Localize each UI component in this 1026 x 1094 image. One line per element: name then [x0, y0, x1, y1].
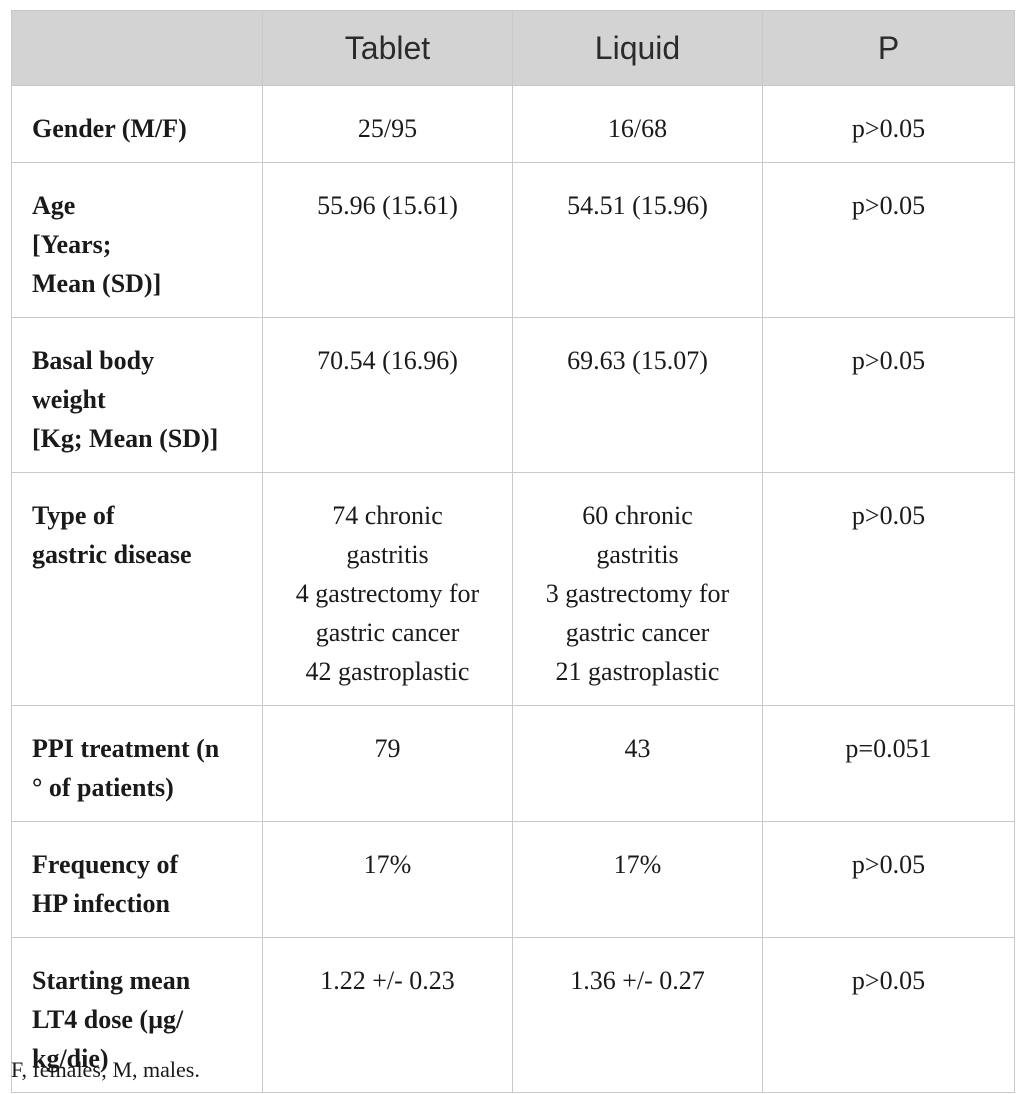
cell-line: PPI treatment (n: [32, 734, 220, 763]
cell-line: p>0.05: [851, 850, 926, 879]
liquid-value: 16/68: [512, 85, 763, 163]
cell-line: Starting mean: [32, 966, 191, 995]
cell-line: 54.51 (15.96): [567, 191, 708, 220]
cell-line: 42 gastroplastic: [305, 657, 470, 686]
table-row: PPI treatment (n ° of patients) 79 43 p=0…: [11, 705, 1015, 822]
cell-line: p>0.05: [851, 966, 926, 995]
cell-line: 79: [374, 734, 401, 763]
tablet-value: 74 chronic gastritis 4 gastrectomy for gast…: [262, 472, 513, 706]
cell-line: Type of: [32, 501, 115, 530]
cell-line: ° of patients): [32, 773, 174, 802]
cell-line: p>0.05: [851, 114, 926, 143]
liquid-value: 17%: [512, 821, 763, 938]
baseline-characteristics-table: Tablet Liquid P Gender (M/F) 25/95 16/68…: [11, 10, 1015, 1093]
table-row: Type of gastric disease 74 chronic gastrit…: [11, 472, 1015, 706]
cell-line: 74 chronic: [332, 501, 443, 530]
cell-line: 1.22 +/- 0.23: [320, 966, 455, 995]
cell-line: 55.96 (15.61): [317, 191, 458, 220]
cell-line: [Years;: [32, 230, 112, 259]
cell-line: 3 gastrectomy for: [545, 579, 730, 608]
liquid-value: 60 chronic gastritis 3 gastrectomy for gast…: [512, 472, 763, 706]
cell-line: LT4 dose (µg/: [32, 1005, 184, 1034]
row-label: Frequency of HP infection: [11, 821, 263, 938]
liquid-value: 43: [512, 705, 763, 822]
header-tablet: Tablet: [262, 10, 513, 86]
cell-line: [Kg; Mean (SD)]: [32, 424, 219, 453]
p-value: p>0.05: [762, 937, 1015, 1093]
row-label: Basal body weight [Kg; Mean (SD)]: [11, 317, 263, 473]
liquid-value: 1.36 +/- 0.27: [512, 937, 763, 1093]
row-label: Age [Years; Mean (SD)]: [11, 162, 263, 318]
row-label: PPI treatment (n ° of patients): [11, 705, 263, 822]
cell-line: Mean (SD)]: [32, 269, 162, 298]
header-p: P: [762, 10, 1015, 86]
cell-line: p>0.05: [851, 191, 926, 220]
table-row: Frequency of HP infection 17% 17% p>0.05: [11, 821, 1015, 938]
cell-line: Frequency of: [32, 850, 179, 879]
table-row: Age [Years; Mean (SD)] 55.96 (15.61) 54.51…: [11, 162, 1015, 318]
row-label: Starting mean LT4 dose (µg/kg/die): [11, 937, 263, 1093]
cell-line: 70.54 (16.96): [317, 346, 458, 375]
p-value: p>0.05: [762, 317, 1015, 473]
cell-line: 16/68: [607, 114, 668, 143]
cell-line: 69.63 (15.07): [567, 346, 708, 375]
cell-line: 17%: [613, 850, 662, 879]
cell-line: Gender (M/F): [32, 114, 187, 143]
row-label: Gender (M/F): [11, 85, 263, 163]
cell-line: 43: [624, 734, 651, 763]
cell-line: 1.36 +/- 0.27: [570, 966, 705, 995]
tablet-value: 1.22 +/- 0.23: [262, 937, 513, 1093]
p-value: p=0.051: [762, 705, 1015, 822]
tablet-value: 17%: [262, 821, 513, 938]
cell-line: 4 gastrectomy for: [295, 579, 480, 608]
header-liquid: Liquid: [512, 10, 763, 86]
cell-line: gastric cancer: [565, 618, 710, 647]
cell-line: p=0.051: [845, 734, 932, 763]
liquid-value: 69.63 (15.07): [512, 317, 763, 473]
cell-line: gastritis: [596, 540, 679, 569]
tablet-value: 55.96 (15.61): [262, 162, 513, 318]
table-footnote: F, females; M, males.: [11, 1057, 200, 1082]
cell-line: 25/95: [357, 114, 418, 143]
table-row: Basal body weight [Kg; Mean (SD)] 70.54 (1…: [11, 317, 1015, 473]
header-row: Tablet Liquid P: [11, 10, 1015, 86]
tablet-value: 79: [262, 705, 513, 822]
p-value: p>0.05: [762, 821, 1015, 938]
cell-line: Basal body: [32, 346, 155, 375]
cell-line: p>0.05: [851, 501, 926, 530]
cell-line: kg/die): [32, 1044, 109, 1073]
p-value: p>0.05: [762, 162, 1015, 318]
cell-line: 17%: [363, 850, 412, 879]
cell-line: 21 gastroplastic: [555, 657, 720, 686]
cell-line: p>0.05: [851, 346, 926, 375]
cell-line: gastric cancer: [315, 618, 460, 647]
cell-line: weight: [32, 385, 106, 414]
tablet-value: 70.54 (16.96): [262, 317, 513, 473]
p-value: p>0.05: [762, 85, 1015, 163]
cell-line: 60 chronic: [582, 501, 693, 530]
table-row: Gender (M/F) 25/95 16/68 p>0.05: [11, 85, 1015, 163]
cell-line: gastritis: [346, 540, 429, 569]
tablet-value: 25/95: [262, 85, 513, 163]
table-row: Starting mean LT4 dose (µg/kg/die) 1.22 +…: [11, 937, 1015, 1093]
liquid-value: 54.51 (15.96): [512, 162, 763, 318]
cell-line: gastric disease: [32, 540, 192, 569]
cell-line: HP infection: [32, 889, 170, 918]
p-value: p>0.05: [762, 472, 1015, 706]
header-empty: [11, 10, 263, 86]
cell-line: Age: [32, 191, 76, 220]
row-label: Type of gastric disease: [11, 472, 263, 706]
